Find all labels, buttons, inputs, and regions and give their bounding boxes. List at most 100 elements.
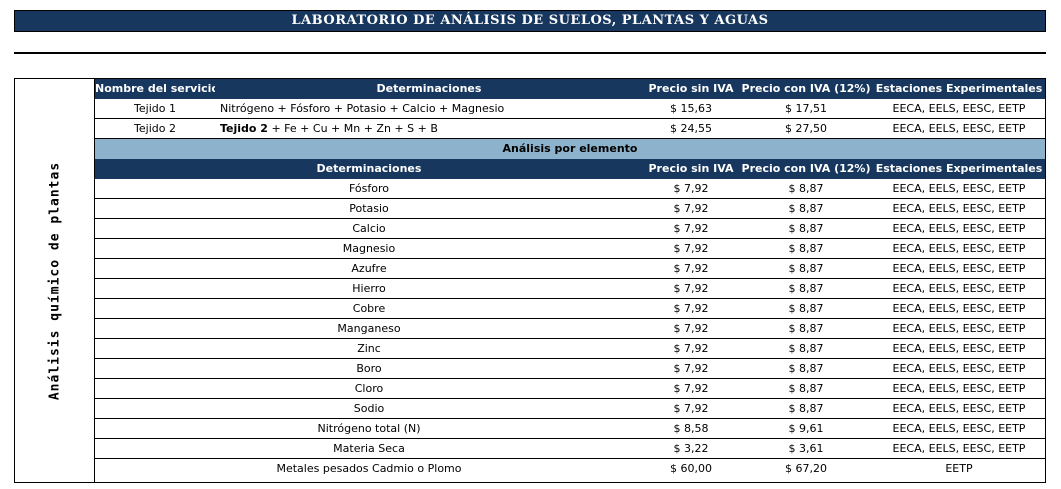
stations-cell: EECA, EELS, EESC, EETP [892, 382, 1026, 395]
element-name: Calcio [352, 222, 386, 235]
stations-cell: EECA, EELS, EESC, EETP [892, 242, 1026, 255]
table-row: Zinc $ 7,92 $ 8,87 EECA, EELS, EESC, EET… [95, 339, 1045, 359]
table-row: Tejido 1 Nitrógeno + Fósforo + Potasio +… [95, 99, 1045, 119]
table-row: Cloro $ 7,92 $ 8,87 EECA, EELS, EESC, EE… [95, 379, 1045, 399]
divider [14, 52, 1046, 54]
side-label: Análisis químico de plantas [47, 161, 62, 400]
service-name: Tejido 2 [134, 122, 176, 135]
price-vat-cell: $ 9,61 [788, 422, 824, 435]
price-cell: $ 3,22 [673, 442, 709, 455]
price-vat-cell: $ 8,87 [788, 382, 824, 395]
stations-cell: EECA, EELS, EESC, EETP [892, 262, 1026, 275]
element-name: Zinc [357, 342, 381, 355]
service-determinations: Tejido 2 + Fe + Cu + Mn + Zn + S + B [220, 119, 643, 139]
col-header-determinations: Determinaciones [376, 82, 482, 95]
price-vat-cell: $ 8,87 [788, 182, 824, 195]
col-header-price-vat: Precio con IVA (12%) [741, 162, 871, 175]
price-cell: $ 7,92 [673, 202, 709, 215]
table-row: Manganeso $ 7,92 $ 8,87 EECA, EELS, EESC… [95, 319, 1045, 339]
table-row: Fósforo $ 7,92 $ 8,87 EECA, EELS, EESC, … [95, 179, 1045, 199]
price-vat-cell: $ 8,87 [788, 282, 824, 295]
price-table: Análisis químico de plantas Nombre del s… [14, 78, 1046, 483]
table-grid: Nombre del servicio Determinaciones Prec… [95, 79, 1045, 479]
col-header-price: Precio sin IVA [648, 162, 734, 175]
stations-cell: EECA, EELS, EESC, EETP [892, 322, 1026, 335]
stations-cell: EECA, EELS, EESC, EETP [892, 122, 1026, 135]
price-vat-cell: $ 8,87 [788, 402, 824, 415]
table-row: Azufre $ 7,92 $ 8,87 EECA, EELS, EESC, E… [95, 259, 1045, 279]
stations-cell: EECA, EELS, EESC, EETP [892, 342, 1026, 355]
price-vat-cell: $ 8,87 [788, 262, 824, 275]
stations-cell: EECA, EELS, EESC, EETP [892, 422, 1026, 435]
price-vat-cell: $ 27,50 [785, 122, 827, 135]
stations-cell: EECA, EELS, EESC, EETP [892, 102, 1026, 115]
price-vat-cell: $ 8,87 [788, 202, 824, 215]
table-row: Calcio $ 7,92 $ 8,87 EECA, EELS, EESC, E… [95, 219, 1045, 239]
table-row: Hierro $ 7,92 $ 8,87 EECA, EELS, EESC, E… [95, 279, 1045, 299]
service-determinations: Nitrógeno + Fósforo + Potasio + Calcio +… [220, 99, 643, 119]
determination-text: + Fe + Cu + Mn + Zn + S + B [267, 122, 438, 135]
stations-cell: EECA, EELS, EESC, EETP [892, 362, 1026, 375]
price-cell: $ 8,58 [673, 422, 709, 435]
price-cell: $ 60,00 [670, 462, 712, 475]
price-vat-cell: $ 8,87 [788, 342, 824, 355]
header-row: Nombre del servicio Determinaciones Prec… [95, 79, 1045, 99]
element-name: Potasio [349, 202, 389, 215]
element-name: Manganeso [337, 322, 401, 335]
price-cell: $ 7,92 [673, 382, 709, 395]
price-cell: $ 7,92 [673, 342, 709, 355]
price-vat-cell: $ 8,87 [788, 322, 824, 335]
price-vat-cell: $ 8,87 [788, 242, 824, 255]
price-cell: $ 24,55 [670, 122, 712, 135]
price-cell: $ 15,63 [670, 102, 712, 115]
col-header-stations: Estaciones Experimentales [875, 162, 1043, 175]
price-vat-cell: $ 8,87 [788, 302, 824, 315]
element-name: Materia Seca [333, 442, 405, 455]
stations-cell: EECA, EELS, EESC, EETP [892, 402, 1026, 415]
stations-cell: EECA, EELS, EESC, EETP [892, 282, 1026, 295]
element-name: Metales pesados Cadmio o Plomo [276, 462, 462, 475]
stations-cell: EECA, EELS, EESC, EETP [892, 222, 1026, 235]
table-row: Nitrógeno total (N) $ 8,58 $ 9,61 EECA, … [95, 419, 1045, 439]
element-name: Hierro [352, 282, 386, 295]
page-title: LABORATORIO DE ANÁLISIS DE SUELOS, PLANT… [14, 10, 1046, 32]
stations-cell: EETP [945, 462, 973, 475]
element-name: Boro [356, 362, 382, 375]
price-vat-cell: $ 67,20 [785, 462, 827, 475]
table-row: Cobre $ 7,92 $ 8,87 EECA, EELS, EESC, EE… [95, 299, 1045, 319]
col-header-determinations: Determinaciones [316, 162, 422, 175]
stations-cell: EECA, EELS, EESC, EETP [892, 182, 1026, 195]
table-row: Metales pesados Cadmio o Plomo $ 60,00 $… [95, 459, 1045, 479]
stations-cell: EECA, EELS, EESC, EETP [892, 202, 1026, 215]
price-cell: $ 7,92 [673, 402, 709, 415]
price-cell: $ 7,92 [673, 182, 709, 195]
col-header-price: Precio sin IVA [648, 82, 734, 95]
table-row: Sodio $ 7,92 $ 8,87 EECA, EELS, EESC, EE… [95, 399, 1045, 419]
element-name: Magnesio [342, 242, 396, 255]
price-cell: $ 7,92 [673, 262, 709, 275]
stations-cell: EECA, EELS, EESC, EETP [892, 442, 1026, 455]
table-row: Materia Seca $ 3,22 $ 3,61 EECA, EELS, E… [95, 439, 1045, 459]
element-name: Azufre [351, 262, 387, 275]
price-cell: $ 7,92 [673, 302, 709, 315]
price-cell: $ 7,92 [673, 282, 709, 295]
price-vat-cell: $ 8,87 [788, 222, 824, 235]
element-name: Cloro [354, 382, 384, 395]
determination-text: Nitrógeno + Fósforo + Potasio + Calcio +… [220, 102, 505, 115]
determination-bold: Tejido 2 [220, 122, 268, 135]
table-row: Magnesio $ 7,92 $ 8,87 EECA, EELS, EESC,… [95, 239, 1045, 259]
price-vat-cell: $ 8,87 [788, 362, 824, 375]
price-cell: $ 7,92 [673, 362, 709, 375]
col-header-price-vat: Precio con IVA (12%) [741, 82, 871, 95]
header-row-elements: Determinaciones Precio sin IVA Precio co… [95, 159, 1045, 179]
element-name: Cobre [352, 302, 386, 315]
col-header-service: Nombre del servicio [95, 82, 215, 95]
service-name: Tejido 1 [134, 102, 176, 115]
price-vat-cell: $ 17,51 [785, 102, 827, 115]
element-name: Nitrógeno total (N) [317, 422, 421, 435]
side-label-column: Análisis químico de plantas [15, 79, 95, 482]
price-cell: $ 7,92 [673, 322, 709, 335]
section-header: Análisis por elemento [95, 139, 1045, 159]
element-name: Sodio [353, 402, 385, 415]
col-header-stations: Estaciones Experimentales [875, 82, 1043, 95]
